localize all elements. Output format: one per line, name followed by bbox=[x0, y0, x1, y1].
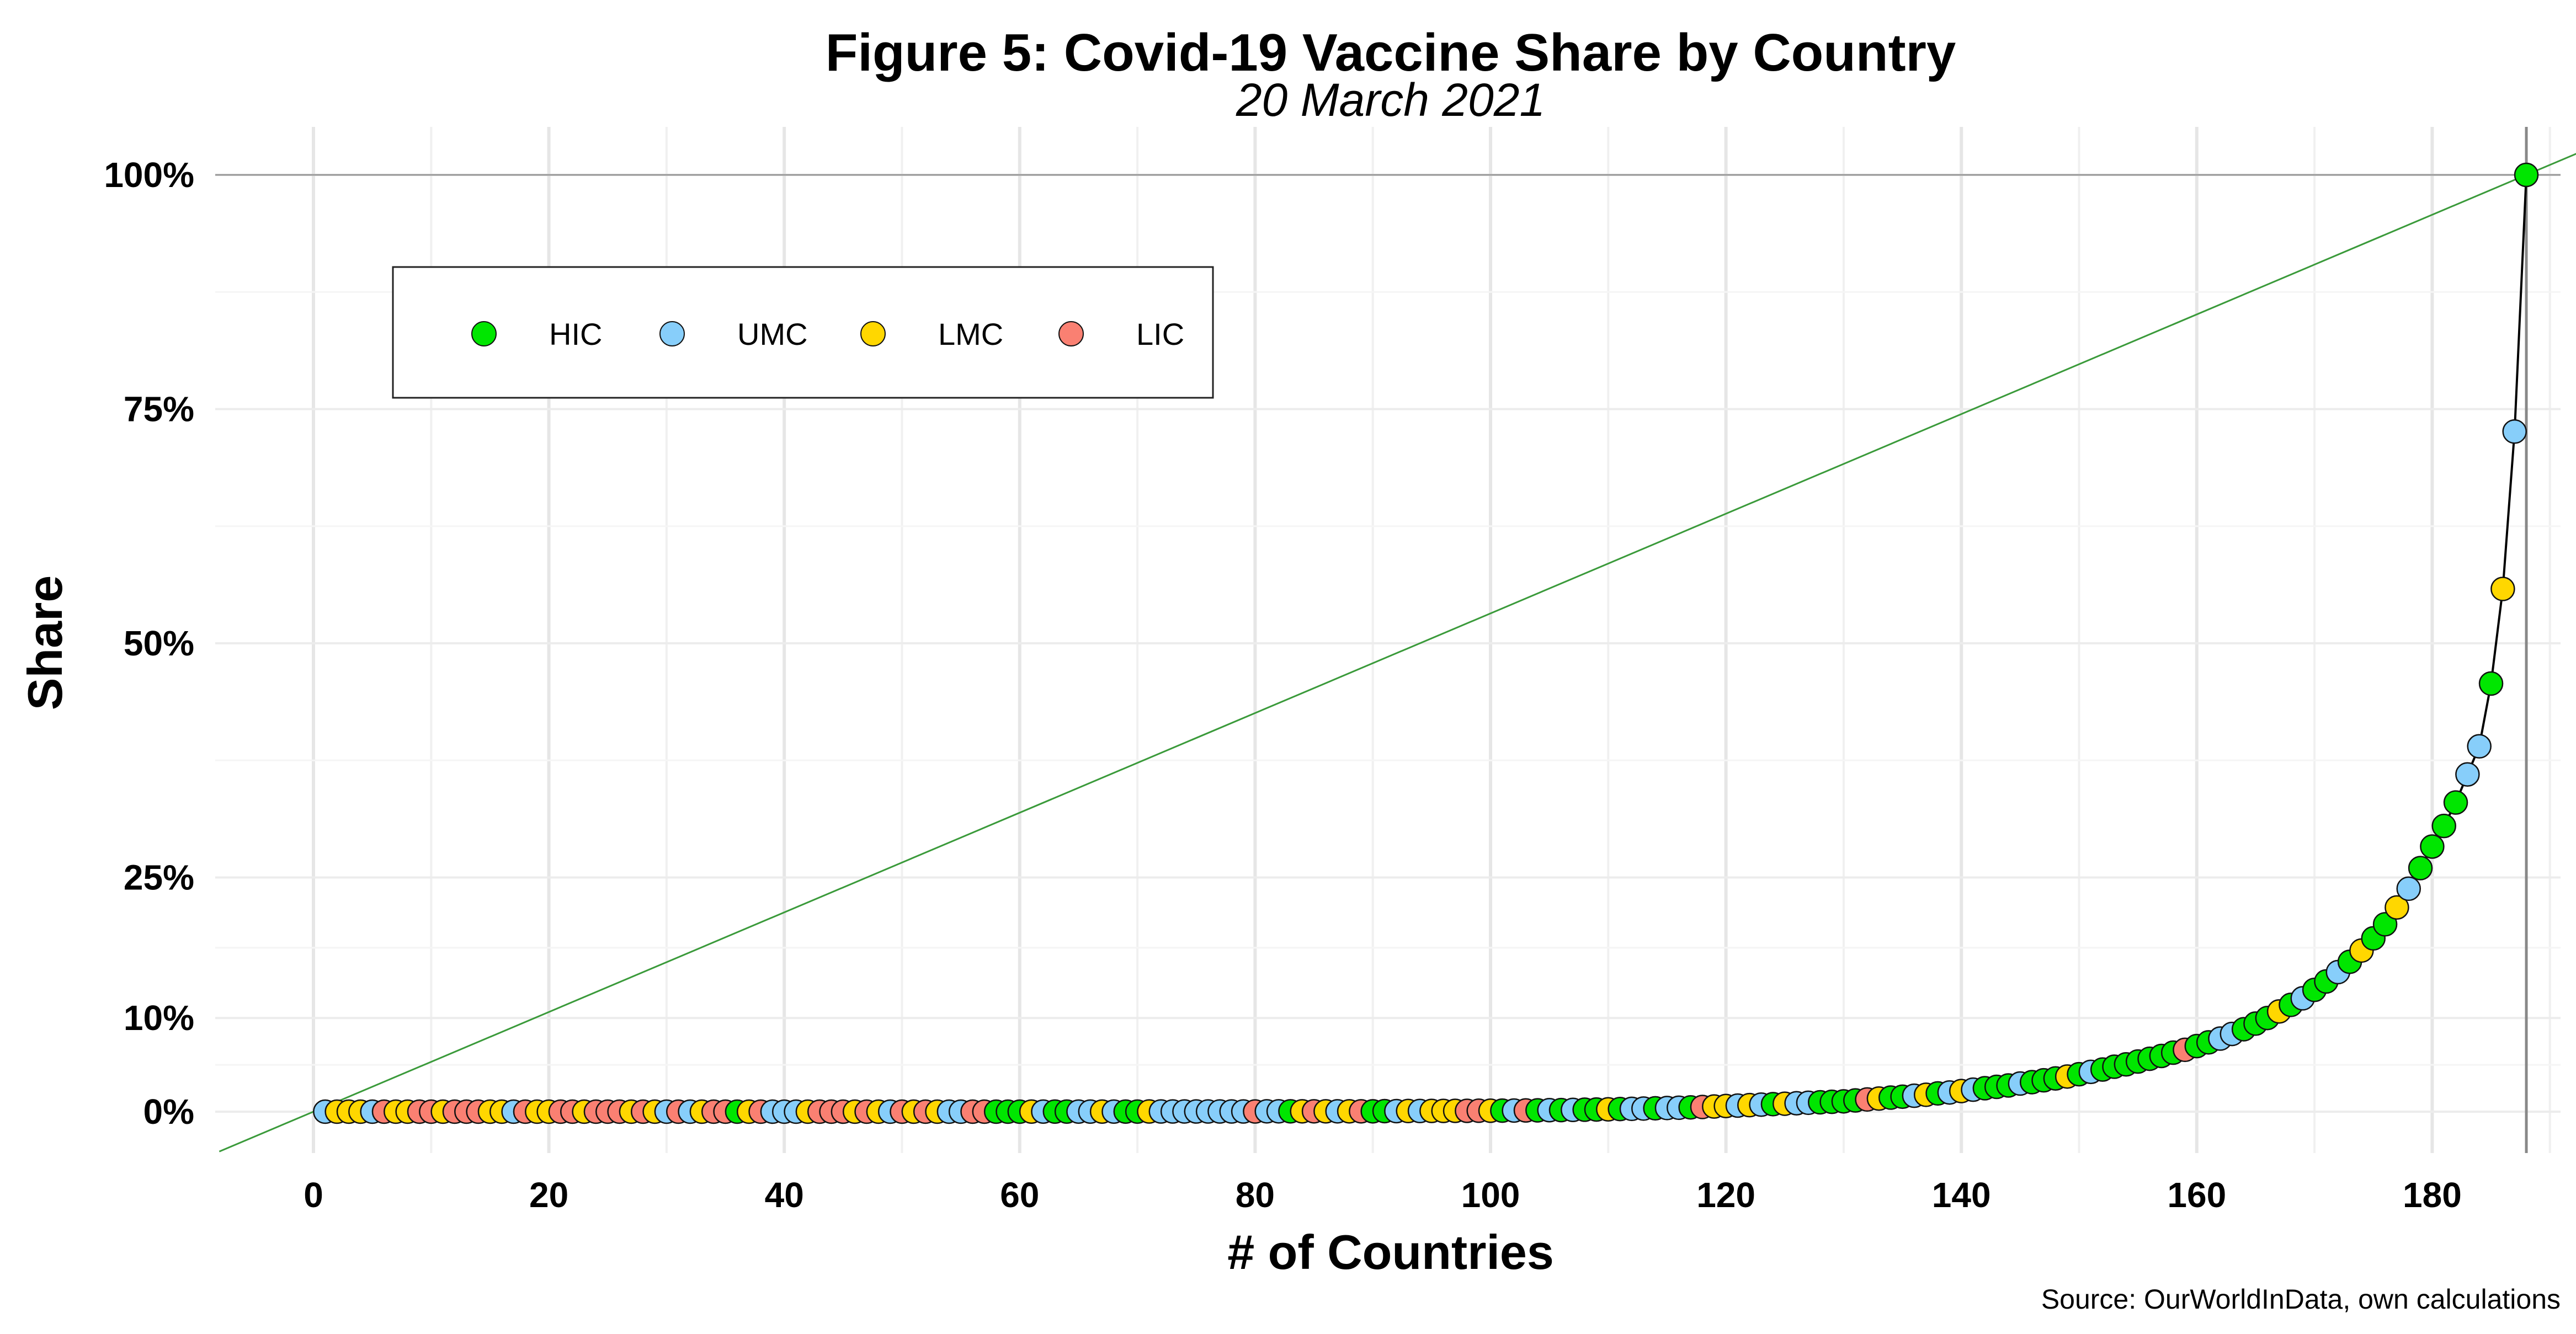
legend-label: LMC bbox=[938, 317, 1003, 351]
y-tick-label: 0% bbox=[143, 1092, 195, 1132]
y-axis-title: Share bbox=[18, 575, 72, 711]
x-tick-labels: 0 20 40 60 80 100 120 140 160 180 bbox=[304, 1175, 2462, 1215]
x-tick-label: 120 bbox=[1696, 1175, 1755, 1215]
data-point bbox=[2478, 671, 2504, 696]
data-point bbox=[2372, 912, 2398, 937]
legend-marker-icon bbox=[471, 321, 497, 346]
legend-marker-icon bbox=[659, 321, 685, 346]
y-tick-label: 50% bbox=[124, 623, 194, 663]
equality-reference-line bbox=[219, 153, 2576, 1152]
legend-marker-icon bbox=[1058, 321, 1084, 346]
legend-label: UMC bbox=[737, 317, 808, 351]
legend: HIC UMC LMC LIC bbox=[392, 266, 1214, 399]
x-tick-label: 180 bbox=[2403, 1175, 2462, 1215]
source-note: Source: OurWorldInData, own calculations bbox=[2041, 1284, 2561, 1315]
data-point bbox=[2396, 876, 2421, 901]
data-point bbox=[2490, 577, 2515, 601]
x-tick-label: 0 bbox=[304, 1175, 323, 1215]
legend-marker-icon bbox=[860, 321, 886, 346]
y-tick-labels: 0% 10% 25% 50% 75% 100% bbox=[104, 155, 194, 1132]
y-tick-label: 100% bbox=[104, 155, 194, 195]
x-tick-label: 60 bbox=[1000, 1175, 1039, 1215]
data-point bbox=[2408, 856, 2433, 881]
chart-subtitle: 20 March 2021 bbox=[1236, 74, 1545, 126]
x-tick-label: 140 bbox=[1932, 1175, 1991, 1215]
y-tick-label: 75% bbox=[124, 389, 194, 429]
x-tick-label: 80 bbox=[1236, 1175, 1275, 1215]
x-tick-label: 100 bbox=[1461, 1175, 1520, 1215]
data-point bbox=[2502, 419, 2527, 444]
data-point bbox=[2467, 734, 2492, 759]
data-point bbox=[2385, 895, 2409, 920]
y-tick-label: 10% bbox=[124, 998, 194, 1038]
data-point bbox=[2455, 762, 2480, 787]
x-axis-title: # of Countries bbox=[1227, 1225, 1554, 1279]
data-point bbox=[2431, 813, 2456, 839]
legend-label: HIC bbox=[549, 317, 602, 351]
x-tick-label: 40 bbox=[765, 1175, 804, 1215]
x-tick-label: 160 bbox=[2167, 1175, 2226, 1215]
data-point bbox=[2420, 834, 2445, 859]
legend-label: LIC bbox=[1136, 317, 1184, 351]
data-point bbox=[2514, 162, 2539, 188]
data-point bbox=[2443, 790, 2468, 815]
chart-title: Figure 5: Covid-19 Vaccine Share by Coun… bbox=[826, 23, 1956, 82]
points bbox=[313, 162, 2539, 1124]
y-tick-label: 25% bbox=[124, 858, 194, 898]
x-tick-label: 20 bbox=[529, 1175, 568, 1215]
